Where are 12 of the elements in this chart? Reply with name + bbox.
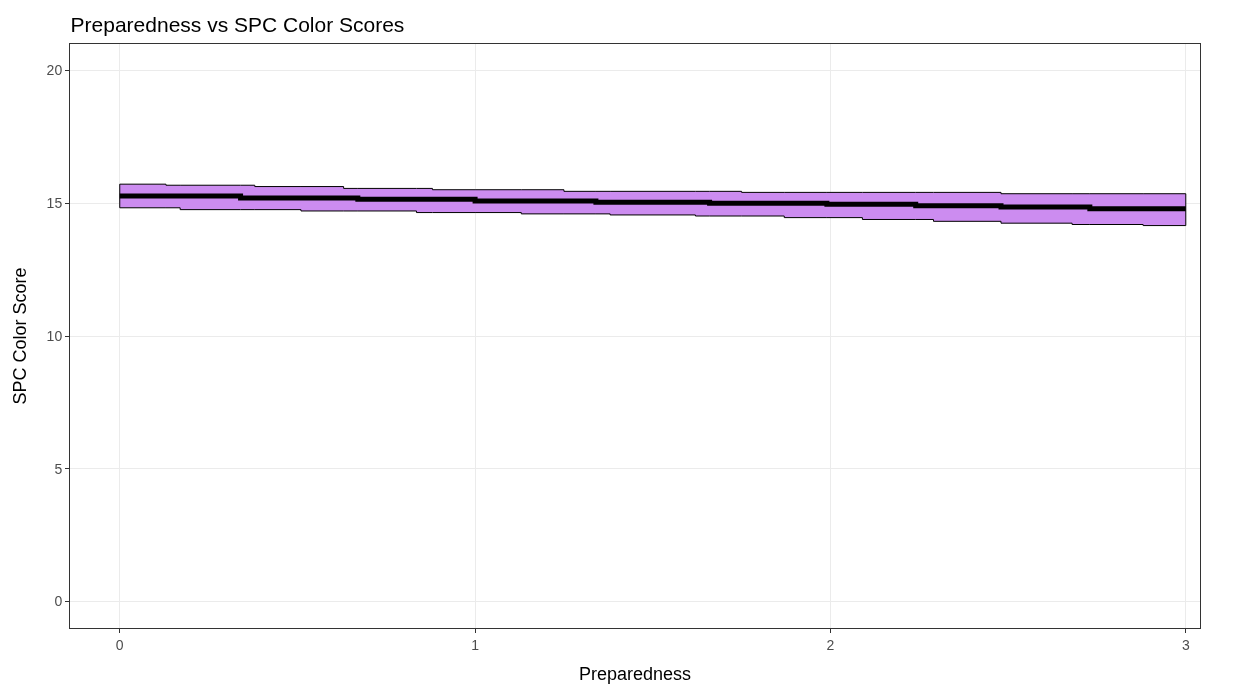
y-tick-label: 20: [46, 62, 63, 79]
x-tick-label: 0: [115, 636, 124, 653]
y-axis-title: SPC Color Score: [9, 267, 30, 405]
y-tick-label: 0: [54, 593, 63, 610]
chart-title: Preparedness vs SPC Color Scores: [70, 13, 405, 36]
x-tick-label: 1: [471, 636, 480, 653]
y-tick-label: 5: [54, 460, 63, 477]
y-tick-label: 10: [46, 327, 63, 344]
x-axis-title: Preparedness: [578, 663, 692, 684]
x-tick-label: 3: [1181, 636, 1190, 653]
y-tick-label: 15: [46, 195, 63, 212]
x-tick-label: 2: [826, 636, 835, 653]
